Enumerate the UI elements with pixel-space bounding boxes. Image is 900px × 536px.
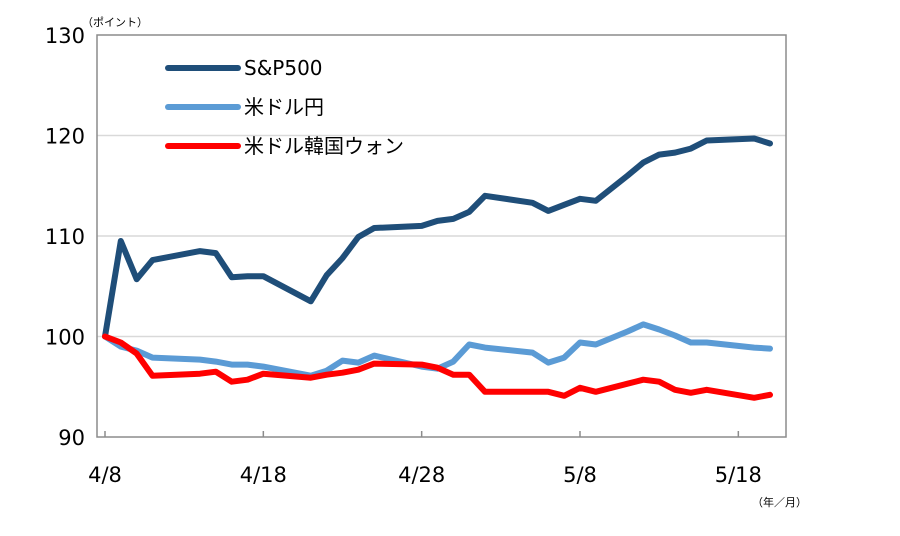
plot-area-frame: [96, 34, 787, 438]
y-tick-labels: 90 100 110 120 130: [45, 24, 85, 450]
y-tick-label: 120: [45, 125, 85, 149]
series-line-3: [102, 333, 773, 401]
series-line-2: [102, 321, 773, 379]
x-tick-label: 4/28: [398, 463, 445, 487]
y-axis-unit: （ポイント）: [82, 16, 148, 29]
x-tick-label: 4/8: [88, 463, 122, 487]
legend-label: S&P500: [244, 56, 323, 80]
y-tick-label: 100: [45, 326, 85, 350]
grid-lines: [97, 134, 786, 338]
series-lines: [102, 135, 773, 401]
y-tick-label: 130: [45, 24, 85, 48]
legend-label: 米ドル韓国ウォン: [244, 134, 404, 158]
x-tick-marks: [104, 431, 740, 437]
x-axis-unit: （年／月）: [752, 495, 807, 509]
y-tick-label: 110: [45, 225, 85, 249]
legend-label: 米ドル円: [244, 95, 324, 119]
x-tick-label: 5/18: [715, 463, 762, 487]
x-tick-labels: 4/8 4/18 4/28 5/8 5/18: [88, 463, 762, 487]
x-tick-label: 5/8: [563, 463, 597, 487]
x-tick-label: 4/18: [240, 463, 287, 487]
y-tick-label: 90: [58, 426, 85, 450]
series-line-1: [102, 135, 773, 340]
